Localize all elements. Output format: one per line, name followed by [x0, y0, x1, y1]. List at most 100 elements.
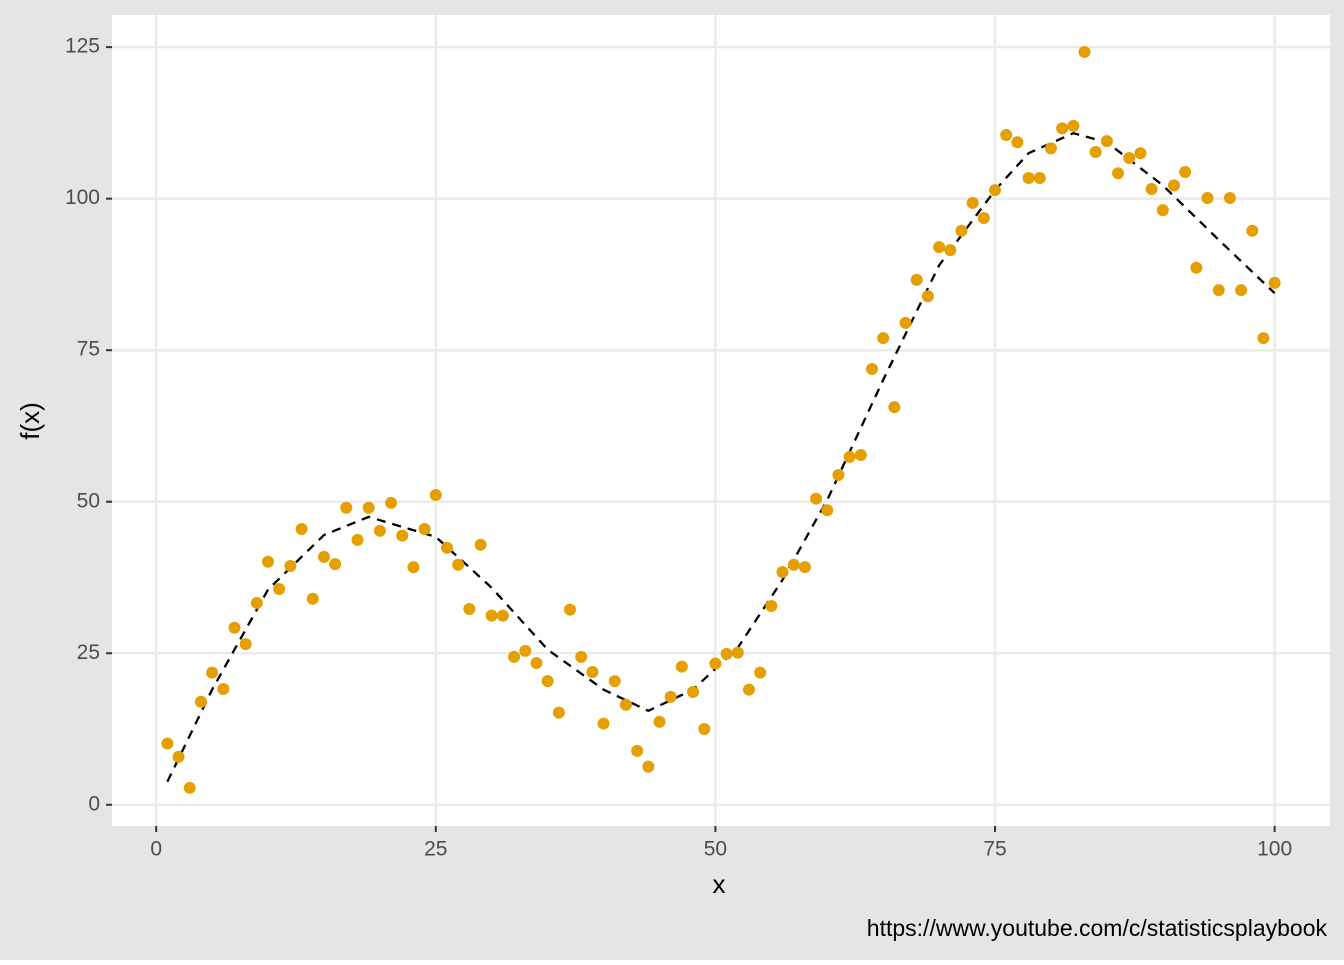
- point: [877, 332, 890, 345]
- point: [1056, 122, 1069, 135]
- point: [1246, 224, 1259, 237]
- point: [698, 723, 711, 736]
- point: [250, 596, 263, 609]
- point: [362, 501, 375, 514]
- point: [530, 656, 543, 669]
- point: [228, 621, 241, 634]
- point: [944, 244, 957, 257]
- point: [765, 599, 778, 612]
- point: [888, 401, 901, 414]
- point: [1257, 332, 1270, 345]
- point: [832, 469, 845, 482]
- point: [642, 760, 655, 773]
- point: [1089, 145, 1102, 158]
- point: [619, 698, 632, 711]
- point: [407, 561, 420, 574]
- point: [955, 224, 968, 237]
- point: [966, 196, 979, 209]
- point: [821, 504, 834, 517]
- point: [1179, 165, 1192, 178]
- point: [921, 290, 934, 303]
- point: [552, 706, 565, 719]
- point: [284, 559, 297, 572]
- point: [1268, 276, 1281, 289]
- point: [575, 650, 588, 663]
- point: [194, 695, 207, 708]
- point: [262, 555, 275, 568]
- y-tick-label: 75: [77, 338, 100, 361]
- point: [1078, 45, 1091, 58]
- point: [631, 744, 644, 757]
- point: [608, 675, 621, 688]
- point: [351, 533, 364, 546]
- point: [1167, 179, 1180, 192]
- point: [865, 362, 878, 375]
- y-tick-label: 100: [65, 186, 100, 209]
- point: [843, 450, 856, 463]
- point: [1156, 204, 1169, 217]
- x-axis-title: x: [713, 869, 726, 899]
- point: [977, 212, 990, 225]
- point: [597, 717, 610, 730]
- point: [586, 666, 599, 679]
- point: [217, 683, 230, 696]
- point: [687, 686, 700, 699]
- point: [989, 184, 1002, 197]
- point: [899, 316, 912, 329]
- y-tick-label: 25: [77, 641, 100, 664]
- point: [1123, 152, 1136, 165]
- point: [1022, 172, 1035, 185]
- point: [787, 558, 800, 571]
- point: [183, 781, 196, 794]
- point: [776, 566, 789, 579]
- point: [1112, 167, 1125, 180]
- point: [1190, 261, 1203, 274]
- point: [720, 647, 733, 660]
- point: [933, 241, 946, 254]
- point: [463, 603, 476, 616]
- point: [854, 449, 867, 462]
- point: [161, 737, 174, 750]
- point: [1134, 147, 1147, 160]
- point: [664, 690, 677, 703]
- point: [1223, 192, 1236, 205]
- y-tick-label: 125: [65, 35, 100, 58]
- point: [508, 650, 521, 663]
- point: [1011, 136, 1024, 149]
- x-tick-label: 25: [424, 838, 447, 861]
- point: [810, 492, 823, 505]
- point: [396, 529, 409, 542]
- point: [206, 666, 219, 679]
- x-tick-label: 75: [983, 838, 1006, 861]
- point: [653, 715, 666, 728]
- x-tick-label: 0: [150, 838, 162, 861]
- point: [474, 538, 487, 551]
- marks: [161, 45, 1281, 794]
- point: [295, 522, 308, 535]
- point: [340, 501, 353, 514]
- point: [317, 550, 330, 563]
- point: [1212, 284, 1225, 297]
- panel: [112, 15, 1330, 826]
- point: [239, 638, 252, 651]
- point: [1235, 284, 1248, 297]
- grid: [112, 15, 1330, 826]
- point: [1000, 129, 1013, 142]
- point: [519, 644, 532, 657]
- point: [754, 666, 767, 679]
- point: [541, 675, 554, 688]
- point: [273, 583, 286, 596]
- point: [429, 489, 442, 502]
- point: [1033, 172, 1046, 185]
- y-tick-label: 0: [88, 792, 100, 815]
- point: [675, 660, 688, 673]
- point: [1100, 135, 1113, 148]
- point: [1044, 142, 1057, 155]
- caption: https://www.youtube.com/c/statisticsplay…: [867, 915, 1328, 941]
- point: [709, 657, 722, 670]
- point: [1067, 119, 1080, 132]
- point: [731, 646, 744, 659]
- point: [440, 541, 453, 554]
- x-tick-label: 100: [1257, 838, 1292, 861]
